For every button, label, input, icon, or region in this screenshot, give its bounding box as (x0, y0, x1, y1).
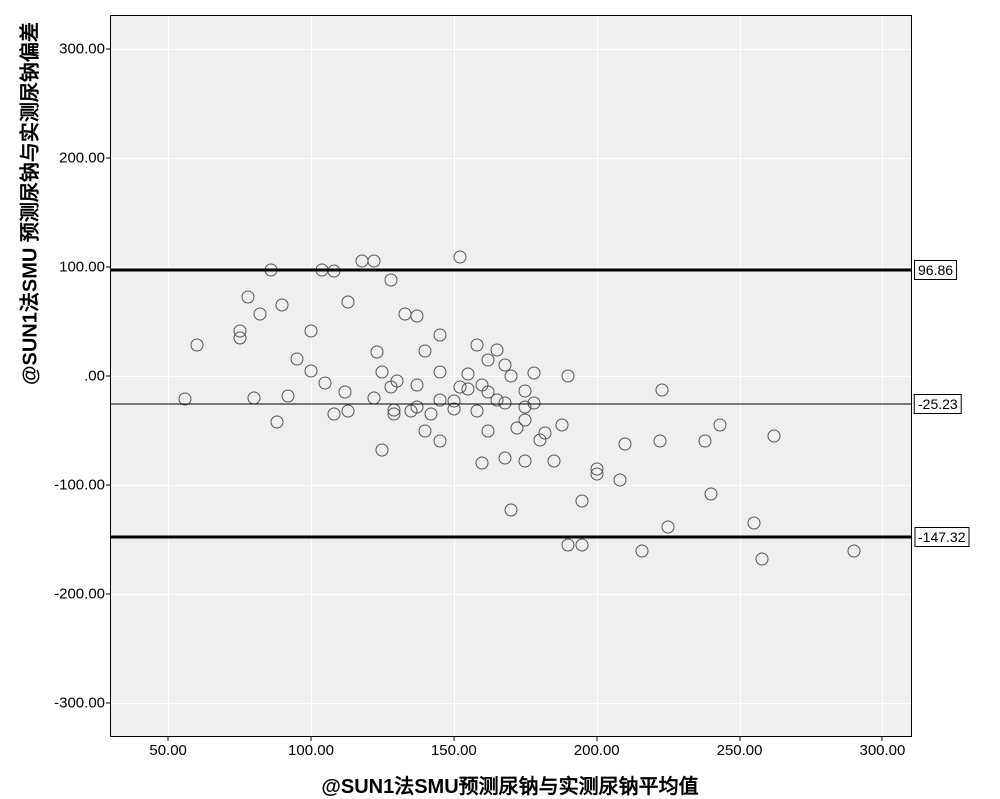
scatter-point (747, 517, 760, 530)
scatter-point (342, 295, 355, 308)
scatter-point (233, 325, 246, 338)
scatter-point (462, 383, 475, 396)
ytick-label: -200.00 (54, 586, 111, 603)
scatter-point (547, 455, 560, 468)
ytick-label: 200.00 (59, 149, 111, 166)
bland-altman-chart: @SUN1法SMU 预测尿钠与实测尿钠偏差 50.00100.00150.002… (0, 0, 1000, 799)
reference-line-label: -147.32 (914, 527, 969, 547)
scatter-point (370, 346, 383, 359)
scatter-point (387, 403, 400, 416)
reference-line-label: 96.86 (914, 260, 957, 280)
scatter-point (767, 430, 780, 443)
scatter-point (470, 404, 483, 417)
xtick-label: 150.00 (431, 736, 477, 759)
ytick-label: 100.00 (59, 258, 111, 275)
scatter-point (385, 274, 398, 287)
scatter-point (305, 325, 318, 338)
scatter-point (425, 408, 438, 421)
gridline-horizontal (111, 594, 911, 595)
scatter-point (419, 424, 432, 437)
gridline-horizontal (111, 158, 911, 159)
ytick-label: .00 (84, 368, 111, 385)
scatter-point (282, 389, 295, 402)
gridline-horizontal (111, 49, 911, 50)
x-axis-title: @SUN1法SMU预测尿钠与实测尿钠平均值 (321, 770, 698, 799)
scatter-point (505, 504, 518, 517)
scatter-point (342, 404, 355, 417)
scatter-point (756, 553, 769, 566)
scatter-point (562, 539, 575, 552)
scatter-point (519, 413, 532, 426)
scatter-point (410, 378, 423, 391)
scatter-point (713, 419, 726, 432)
ytick-label: -300.00 (54, 695, 111, 712)
gridline-horizontal (111, 267, 911, 268)
scatter-point (576, 495, 589, 508)
scatter-point (705, 487, 718, 500)
gridline-horizontal (111, 485, 911, 486)
y-axis-title: @SUN1法SMU 预测尿钠与实测尿钠偏差 (14, 22, 43, 385)
scatter-point (242, 291, 255, 304)
scatter-point (539, 426, 552, 439)
scatter-point (636, 544, 649, 557)
scatter-point (519, 455, 532, 468)
reference-line (111, 403, 911, 404)
scatter-point (527, 366, 540, 379)
scatter-point (390, 375, 403, 388)
ytick-label: 300.00 (59, 40, 111, 57)
scatter-point (482, 424, 495, 437)
scatter-point (319, 376, 332, 389)
plot-area: 50.00100.00150.00200.00250.00300.00-300.… (110, 15, 912, 737)
scatter-point (270, 415, 283, 428)
xtick-label: 250.00 (717, 736, 763, 759)
scatter-point (376, 444, 389, 457)
scatter-point (499, 451, 512, 464)
scatter-point (447, 395, 460, 408)
scatter-point (556, 419, 569, 432)
reference-line-label: -25.23 (914, 394, 962, 414)
scatter-point (613, 473, 626, 486)
scatter-point (410, 310, 423, 323)
scatter-point (433, 435, 446, 448)
scatter-point (476, 457, 489, 470)
scatter-point (433, 394, 446, 407)
scatter-point (519, 385, 532, 398)
xtick-label: 100.00 (288, 736, 334, 759)
scatter-point (656, 384, 669, 397)
scatter-point (327, 408, 340, 421)
scatter-point (619, 437, 632, 450)
scatter-point (699, 435, 712, 448)
reference-line (111, 535, 911, 538)
gridline-horizontal (111, 703, 911, 704)
scatter-point (433, 365, 446, 378)
scatter-point (190, 339, 203, 352)
xtick-label: 50.00 (149, 736, 187, 759)
scatter-point (490, 343, 503, 356)
scatter-point (847, 544, 860, 557)
scatter-point (419, 344, 432, 357)
scatter-point (376, 365, 389, 378)
reference-line (111, 269, 911, 272)
scatter-point (505, 370, 518, 383)
xtick-label: 200.00 (574, 736, 620, 759)
scatter-point (576, 539, 589, 552)
scatter-point (367, 255, 380, 268)
scatter-point (410, 400, 423, 413)
xtick-label: 300.00 (859, 736, 905, 759)
ytick-label: -100.00 (54, 477, 111, 494)
scatter-point (305, 364, 318, 377)
scatter-point (453, 251, 466, 264)
scatter-point (433, 328, 446, 341)
scatter-point (253, 307, 266, 320)
scatter-point (276, 299, 289, 312)
scatter-point (339, 386, 352, 399)
scatter-point (662, 520, 675, 533)
scatter-point (462, 367, 475, 380)
scatter-point (290, 352, 303, 365)
scatter-point (470, 339, 483, 352)
scatter-point (562, 370, 575, 383)
scatter-point (653, 435, 666, 448)
scatter-point (590, 468, 603, 481)
